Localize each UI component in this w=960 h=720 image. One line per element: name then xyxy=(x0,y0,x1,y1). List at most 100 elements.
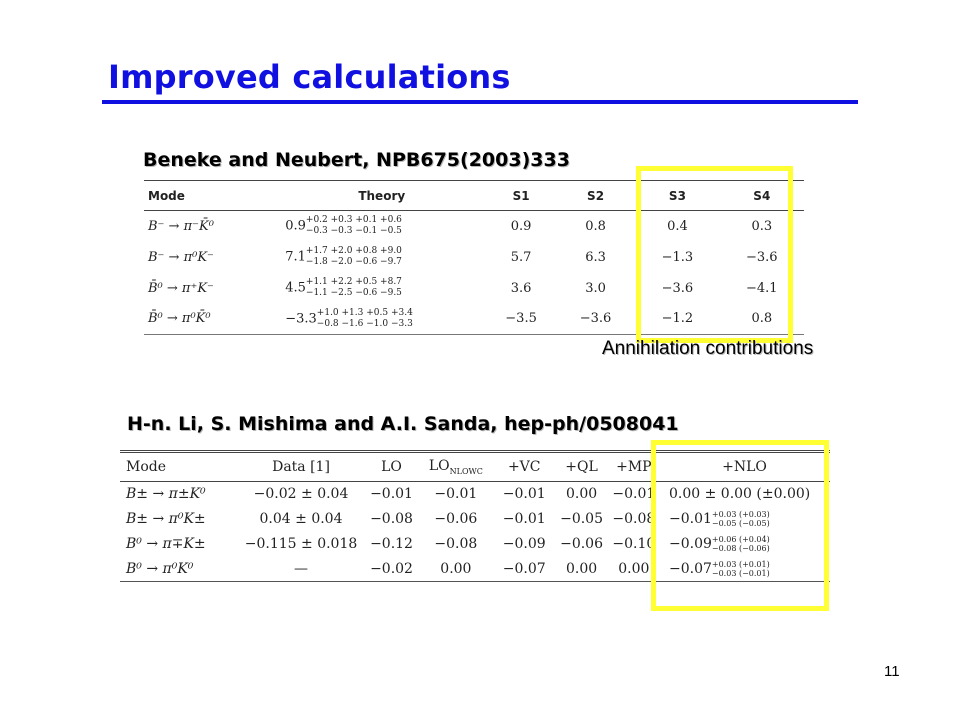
nlo-error-down: −0.05 (−0.05) xyxy=(711,519,770,528)
table-row: B̄⁰ → π⁰K̄⁰ −3.3 +1.0 +1.3 +0.5 +3.4 −0.8 … xyxy=(144,303,804,335)
theory-cell: −3.3 +1.0 +1.3 +0.5 +3.4 −0.8 −1.6 −1.0 −3… xyxy=(277,303,487,335)
col-s1: S1 xyxy=(486,180,556,211)
s2-cell: 3.0 xyxy=(585,280,606,296)
table-row: B± → π⁰K± 0.04 ± 0.04 −0.08 −0.06 −0.01 … xyxy=(120,507,830,532)
ql-cell: 0.00 xyxy=(554,556,609,582)
ql-cell: 0.00 xyxy=(565,486,598,503)
lo-nlowc-cell: −0.08 xyxy=(434,536,478,552)
mp-cell: −0.08 xyxy=(612,511,656,527)
col-nlo: +NLO xyxy=(658,450,830,482)
error-up: +0.2 +0.3 +0.1 +0.6 xyxy=(305,215,402,226)
nlo-error-up: +0.06 (+0.04) xyxy=(711,535,770,544)
s1-cell: 5.7 xyxy=(510,249,532,265)
col-lo-nlowc: LONLOWC xyxy=(417,450,495,482)
mode-cell: B̄⁰ → π⁺K⁻ xyxy=(148,280,214,296)
ql-cell: −0.06 xyxy=(560,536,603,552)
table-row: B⁰ → π⁰K⁰ — −0.02 0.00 −0.07 0.00 0.00 −… xyxy=(120,556,830,582)
reference-beneke-neubert: Beneke and Neubert, NPB675(2003)333 xyxy=(143,149,570,171)
col-mode: Mode xyxy=(144,180,278,211)
lo-nlowc-cell: 0.00 xyxy=(417,556,495,582)
vc-cell: −0.01 xyxy=(502,486,546,503)
nlo-central: 0.00 ± 0.00 (±0.00) xyxy=(668,486,811,503)
highlight-box-s3-s4 xyxy=(636,166,793,343)
s2-cell: −3.6 xyxy=(555,303,636,335)
lo-cell: −0.08 xyxy=(370,511,413,527)
s3-cell: 0.4 xyxy=(667,218,688,234)
table-header-row: Mode Data [1] LO LONLOWC +VC +QL +MP +NL… xyxy=(120,450,830,482)
mode-cell: B⁰ → π∓K± xyxy=(126,536,206,552)
nlo-central: −0.07 xyxy=(668,560,712,577)
theory-cell: 0.9 +0.2 +0.3 +0.1 +0.6 −0.3 −0.3 −0.1 −0.… xyxy=(277,211,486,242)
nlo-cell: 0.00 ± 0.00 (±0.00) xyxy=(659,482,830,507)
nlowc-subscript: NLOWC xyxy=(449,466,483,476)
s1-cell: −3.5 xyxy=(486,303,556,335)
theory-cell: 7.1 +1.7 +2.0 +0.8 +9.0 −1.8 −2.0 −0.6 −9.… xyxy=(277,242,486,273)
results-table: Mode Data [1] LO LONLOWC +VC +QL +MP +NL… xyxy=(120,450,830,582)
col-s3: S3 xyxy=(635,180,720,211)
error-up: +1.7 +2.0 +0.8 +9.0 xyxy=(305,246,402,256)
error-down: −0.3 −0.3 −0.1 −0.5 xyxy=(305,226,402,237)
s3-cell: −3.6 xyxy=(661,280,694,296)
vc-cell: −0.07 xyxy=(494,556,555,582)
nlo-error-down: −0.03 (−0.01) xyxy=(711,568,770,578)
nlo-error-up: +0.03 (+0.01) xyxy=(711,559,770,569)
nlo-cell: −0.09 +0.06 (+0.04) −0.08 (−0.06) xyxy=(659,532,830,557)
col-data: Data [1] xyxy=(236,450,366,482)
lo-cell: −0.02 xyxy=(365,556,418,582)
error-down: −0.8 −1.6 −1.0 −3.3 xyxy=(316,318,413,329)
s1-cell: 3.6 xyxy=(510,280,532,296)
mode-cell: B⁻ → π⁻K̄⁰ xyxy=(148,218,214,234)
error-up: +1.1 +2.2 +0.5 +8.7 xyxy=(305,277,402,287)
annotation-label: Annihilation contributions xyxy=(602,338,814,359)
table-row: B⁰ → π∓K± −0.115 ± 0.018 −0.12 −0.08 −0.… xyxy=(120,532,830,557)
nlo-errors: +0.03 (+0.03) −0.05 (−0.05) xyxy=(712,510,770,528)
highlight-box-nlo xyxy=(651,440,829,611)
theory-table: Mode Theory S1 S2 S3 S4 B⁻ → π⁻K̄⁰ 0.9 +0… xyxy=(144,180,804,335)
lo-cell: −0.01 xyxy=(370,486,413,503)
data-cell: — xyxy=(236,556,366,582)
table-row: B̄⁰ → π⁺K⁻ 4.5 +1.1 +2.2 +0.5 +8.7 −1.1 −2… xyxy=(144,273,804,304)
error-up: +1.0 +1.3 +0.5 +3.4 xyxy=(316,307,413,318)
theory-errors: +0.2 +0.3 +0.1 +0.6 −0.3 −0.3 −0.1 −0.5 xyxy=(306,215,402,237)
mode-cell: B̄⁰ → π⁰K̄⁰ xyxy=(144,303,278,335)
table-header-row: Mode Theory S1 S2 S3 S4 xyxy=(144,180,804,211)
s4-cell: 0.3 xyxy=(751,218,773,234)
mode-cell: B⁻ → π⁰K⁻ xyxy=(148,249,214,265)
theory-central: 7.1 xyxy=(285,249,306,265)
theory-errors: +1.1 +2.2 +0.5 +8.7 −1.1 −2.5 −0.6 −9.5 xyxy=(306,277,402,299)
lo-label: LO xyxy=(428,458,450,475)
s2-cell: 6.3 xyxy=(585,249,606,265)
nlo-error-up: +0.03 (+0.03) xyxy=(711,510,770,519)
theory-errors: +1.0 +1.3 +0.5 +3.4 −0.8 −1.6 −1.0 −3.3 xyxy=(317,308,413,330)
theory-errors: +1.7 +2.0 +0.8 +9.0 −1.8 −2.0 −0.6 −9.7 xyxy=(306,246,402,268)
mp-cell: −0.10 xyxy=(612,536,656,552)
s4-cell: −3.6 xyxy=(746,249,778,265)
nlo-error-down: −0.08 (−0.06) xyxy=(711,544,770,553)
col-lo: LO xyxy=(365,450,418,482)
page-number: 11 xyxy=(884,663,900,680)
reference-li-mishima-sanda: H-n. Li, S. Mishima and A.I. Sanda, hep-… xyxy=(127,413,679,435)
error-down: −1.1 −2.5 −0.6 −9.5 xyxy=(305,288,402,298)
s3-cell: −1.2 xyxy=(635,303,720,335)
theory-central: −3.3 xyxy=(285,311,317,327)
nlo-central: −0.01 xyxy=(668,511,712,527)
lo-nlowc-cell: −0.01 xyxy=(434,486,478,503)
col-vc: +VC xyxy=(494,450,555,482)
mp-cell: 0.00 xyxy=(608,556,659,582)
data-cell: −0.02 ± 0.04 xyxy=(253,486,349,503)
ql-cell: −0.05 xyxy=(560,511,603,527)
s1-cell: 0.9 xyxy=(510,218,532,234)
table-row: B⁻ → π⁻K̄⁰ 0.9 +0.2 +0.3 +0.1 +0.6 −0.3 −0… xyxy=(144,211,804,242)
mode-cell: B⁰ → π⁰K⁰ xyxy=(120,556,237,582)
page-title: Improved calculations xyxy=(108,58,511,96)
vc-cell: −0.09 xyxy=(502,536,546,552)
mp-cell: −0.01 xyxy=(612,486,656,503)
col-theory: Theory xyxy=(277,180,487,211)
table-row: B± → π±K⁰ −0.02 ± 0.04 −0.01 −0.01 −0.01… xyxy=(120,482,830,507)
vc-cell: −0.01 xyxy=(502,511,546,527)
lo-cell: −0.12 xyxy=(370,536,413,552)
error-down: −1.8 −2.0 −0.6 −9.7 xyxy=(305,257,402,267)
theory-cell: 4.5 +1.1 +2.2 +0.5 +8.7 −1.1 −2.5 −0.6 −9.… xyxy=(277,273,486,304)
col-s2: S2 xyxy=(555,180,636,211)
nlo-central: −0.09 xyxy=(668,536,712,552)
